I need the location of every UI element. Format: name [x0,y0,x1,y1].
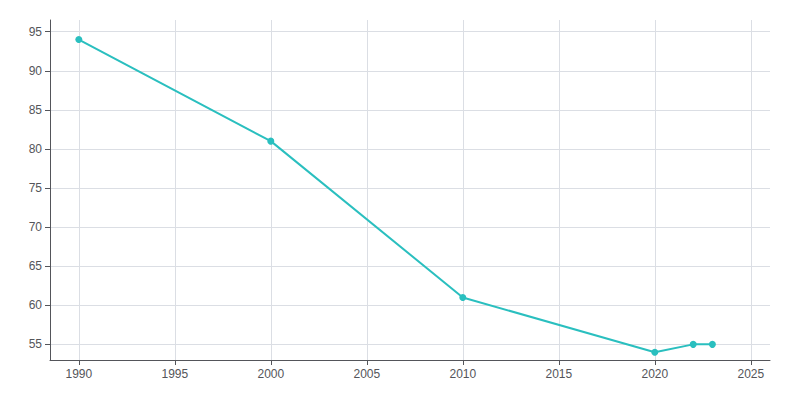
svg-text:2005: 2005 [353,367,380,381]
svg-text:2000: 2000 [257,367,284,381]
svg-text:1995: 1995 [161,367,188,381]
svg-text:2025: 2025 [737,367,764,381]
svg-text:60: 60 [29,298,43,312]
svg-text:65: 65 [29,259,43,273]
svg-text:55: 55 [29,337,43,351]
svg-text:70: 70 [29,220,43,234]
svg-text:75: 75 [29,181,43,195]
svg-text:1990: 1990 [65,367,92,381]
svg-text:2015: 2015 [545,367,572,381]
svg-text:80: 80 [29,142,43,156]
svg-text:2010: 2010 [449,367,476,381]
svg-text:2020: 2020 [641,367,668,381]
svg-text:85: 85 [29,103,43,117]
svg-text:95: 95 [29,25,43,39]
svg-text:90: 90 [29,64,43,78]
